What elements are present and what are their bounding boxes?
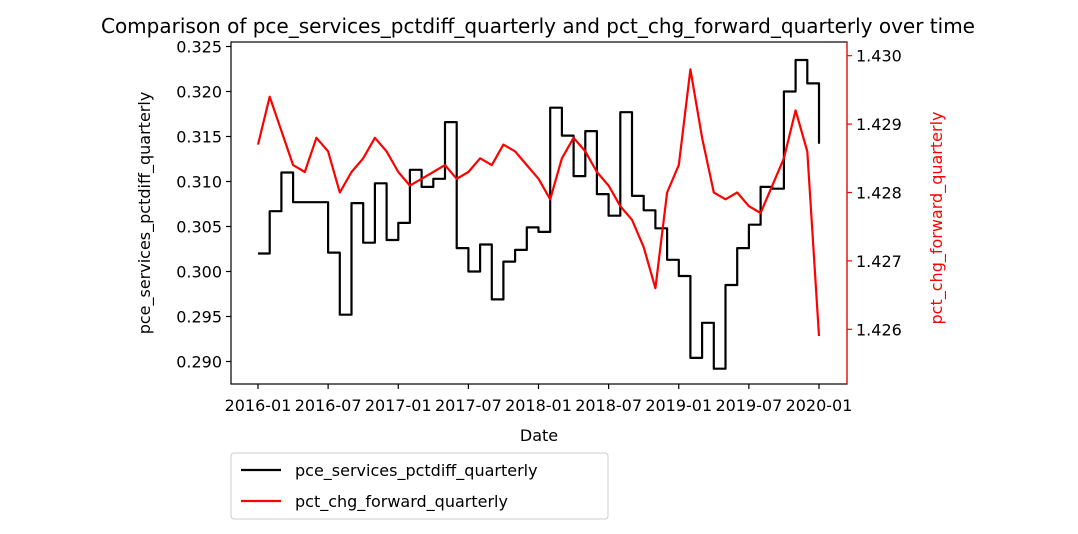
x-tick-label: 2018-07: [575, 396, 642, 415]
x-tick-label: 2020-01: [786, 396, 853, 415]
y-right-tick-label: 1.426: [856, 320, 902, 339]
y-right-tick-label: 1.428: [856, 183, 902, 202]
x-tick-label: 2017-01: [365, 396, 432, 415]
y-left-tick-label: 0.315: [176, 128, 222, 147]
y-axis-right-label: pct_chg_forward_quarterly: [927, 112, 947, 325]
y-left-tick-label: 0.290: [176, 353, 222, 372]
x-tick-label: 2016-01: [225, 396, 292, 415]
series-line-pct-chg-forward: [256, 68, 821, 337]
y-axis-left: 0.290 0.295 0.300 0.305 0.310 0.315 0.320 0.325: [176, 38, 231, 372]
series-lines: [256, 58, 821, 370]
x-axis-label: Date: [520, 426, 558, 445]
y-axis-left-label: pce_services_pctdiff_quarterly: [135, 92, 155, 335]
y-right-tick-label: 1.429: [856, 115, 902, 134]
plot-area: [230, 41, 848, 385]
y-left-tick-label: 0.305: [176, 218, 222, 237]
y-right-tick-label: 1.430: [856, 47, 902, 66]
y-left-tick-label: 0.325: [176, 38, 222, 57]
legend: pce_services_pctdiff_quarterly pct_chg_f…: [230, 452, 609, 520]
plot-frame: [230, 41, 848, 385]
legend-label-pce-services: pce_services_pctdiff_quarterly: [295, 461, 538, 481]
series-line-pce-services: [258, 58, 821, 370]
x-tick-label: 2016-07: [295, 396, 362, 415]
x-tick-label: 2018-01: [505, 396, 572, 415]
x-tick-label: 2019-01: [645, 396, 712, 415]
y-left-tick-label: 0.310: [176, 173, 222, 192]
y-left-tick-label: 0.320: [176, 83, 222, 102]
legend-label-pct-chg-forward: pct_chg_forward_quarterly: [295, 492, 508, 512]
chart-title: Comparison of pce_services_pctdiff_quart…: [101, 14, 975, 38]
x-tick-label: 2017-07: [435, 396, 502, 415]
x-tick-label: 2019-07: [715, 396, 782, 415]
legend-frame: [230, 452, 609, 520]
y-right-tick-label: 1.427: [856, 252, 902, 271]
y-axis-right: 1.426 1.427 1.428 1.429 1.430: [846, 42, 902, 384]
x-axis: 2016-01 2016-07 2017-01 2017-07 2018-01 2018-…: [225, 384, 853, 415]
y-left-tick-label: 0.295: [176, 308, 222, 327]
y-left-tick-label: 0.300: [176, 263, 222, 282]
